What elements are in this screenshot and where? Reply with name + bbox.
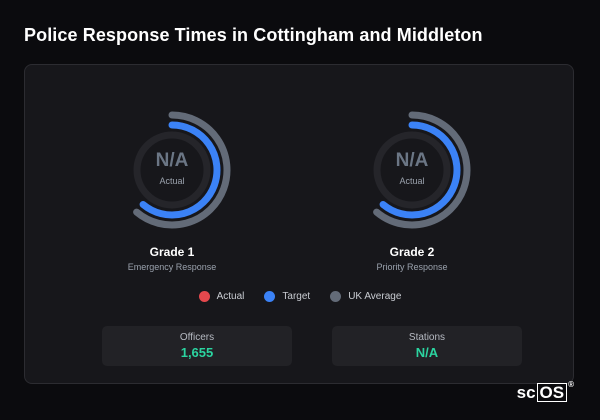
legend-label-target: Target	[282, 291, 311, 302]
grade-2-uk-average-ring	[373, 111, 471, 229]
legend: Actual Target UK Average	[25, 291, 575, 302]
grade-2-gauge: N/A Actual	[347, 105, 477, 235]
grade-1-actual-label: Actual	[159, 176, 185, 186]
grade-2-description: Priority Response	[376, 262, 448, 272]
legend-item-actual: Actual	[198, 291, 245, 302]
grade-1-uk-average-ring	[133, 111, 231, 229]
grade-2-target-ring	[379, 121, 461, 219]
actual-dot-icon	[198, 291, 210, 302]
grade-1-gauge-rings	[133, 111, 231, 229]
grade-1-description: Emergency Response	[127, 262, 217, 272]
target-dot-icon	[264, 291, 276, 302]
page-title: Police Response Times in Cottingham and …	[24, 25, 483, 45]
stations-value: N/A	[415, 345, 439, 360]
legend-item-target: Target	[264, 291, 310, 302]
logo-boxed-text: OS	[536, 383, 568, 402]
grade-2-actual-value: N/A	[395, 150, 429, 171]
stations-label: Stations	[408, 332, 446, 343]
officers-label: Officers	[179, 332, 215, 343]
grade-1-actual-value: N/A	[155, 150, 189, 171]
grade-2-actual-label: Actual	[399, 176, 425, 186]
grade-1-gauge: N/A Actual	[107, 105, 237, 235]
response-times-card: N/A Actual N/A Actual Grade 1 Emergency …	[24, 64, 574, 384]
grade-2-title: Grade 2	[389, 245, 435, 259]
stations-stat: Stations N/A	[332, 326, 522, 366]
grade-2-actual-track	[373, 131, 451, 209]
grade-1-title: Grade 1	[149, 245, 195, 259]
legend-label-uk-average: UK Average	[348, 291, 402, 302]
officers-value: 1,655	[180, 345, 214, 360]
registered-mark-icon: ®	[568, 380, 574, 389]
grade-2-gauge-rings	[373, 111, 471, 229]
uk-average-dot-icon	[330, 291, 342, 302]
grade-1-actual-track	[133, 131, 211, 209]
grade-1-target-ring	[139, 121, 221, 219]
legend-label-actual: Actual	[216, 291, 245, 302]
legend-item-uk-average: UK Average	[330, 291, 401, 302]
officers-stat: Officers 1,655	[102, 326, 292, 366]
logo-prefix: sc	[516, 383, 536, 402]
scos-logo: sc OS ®	[516, 380, 574, 403]
